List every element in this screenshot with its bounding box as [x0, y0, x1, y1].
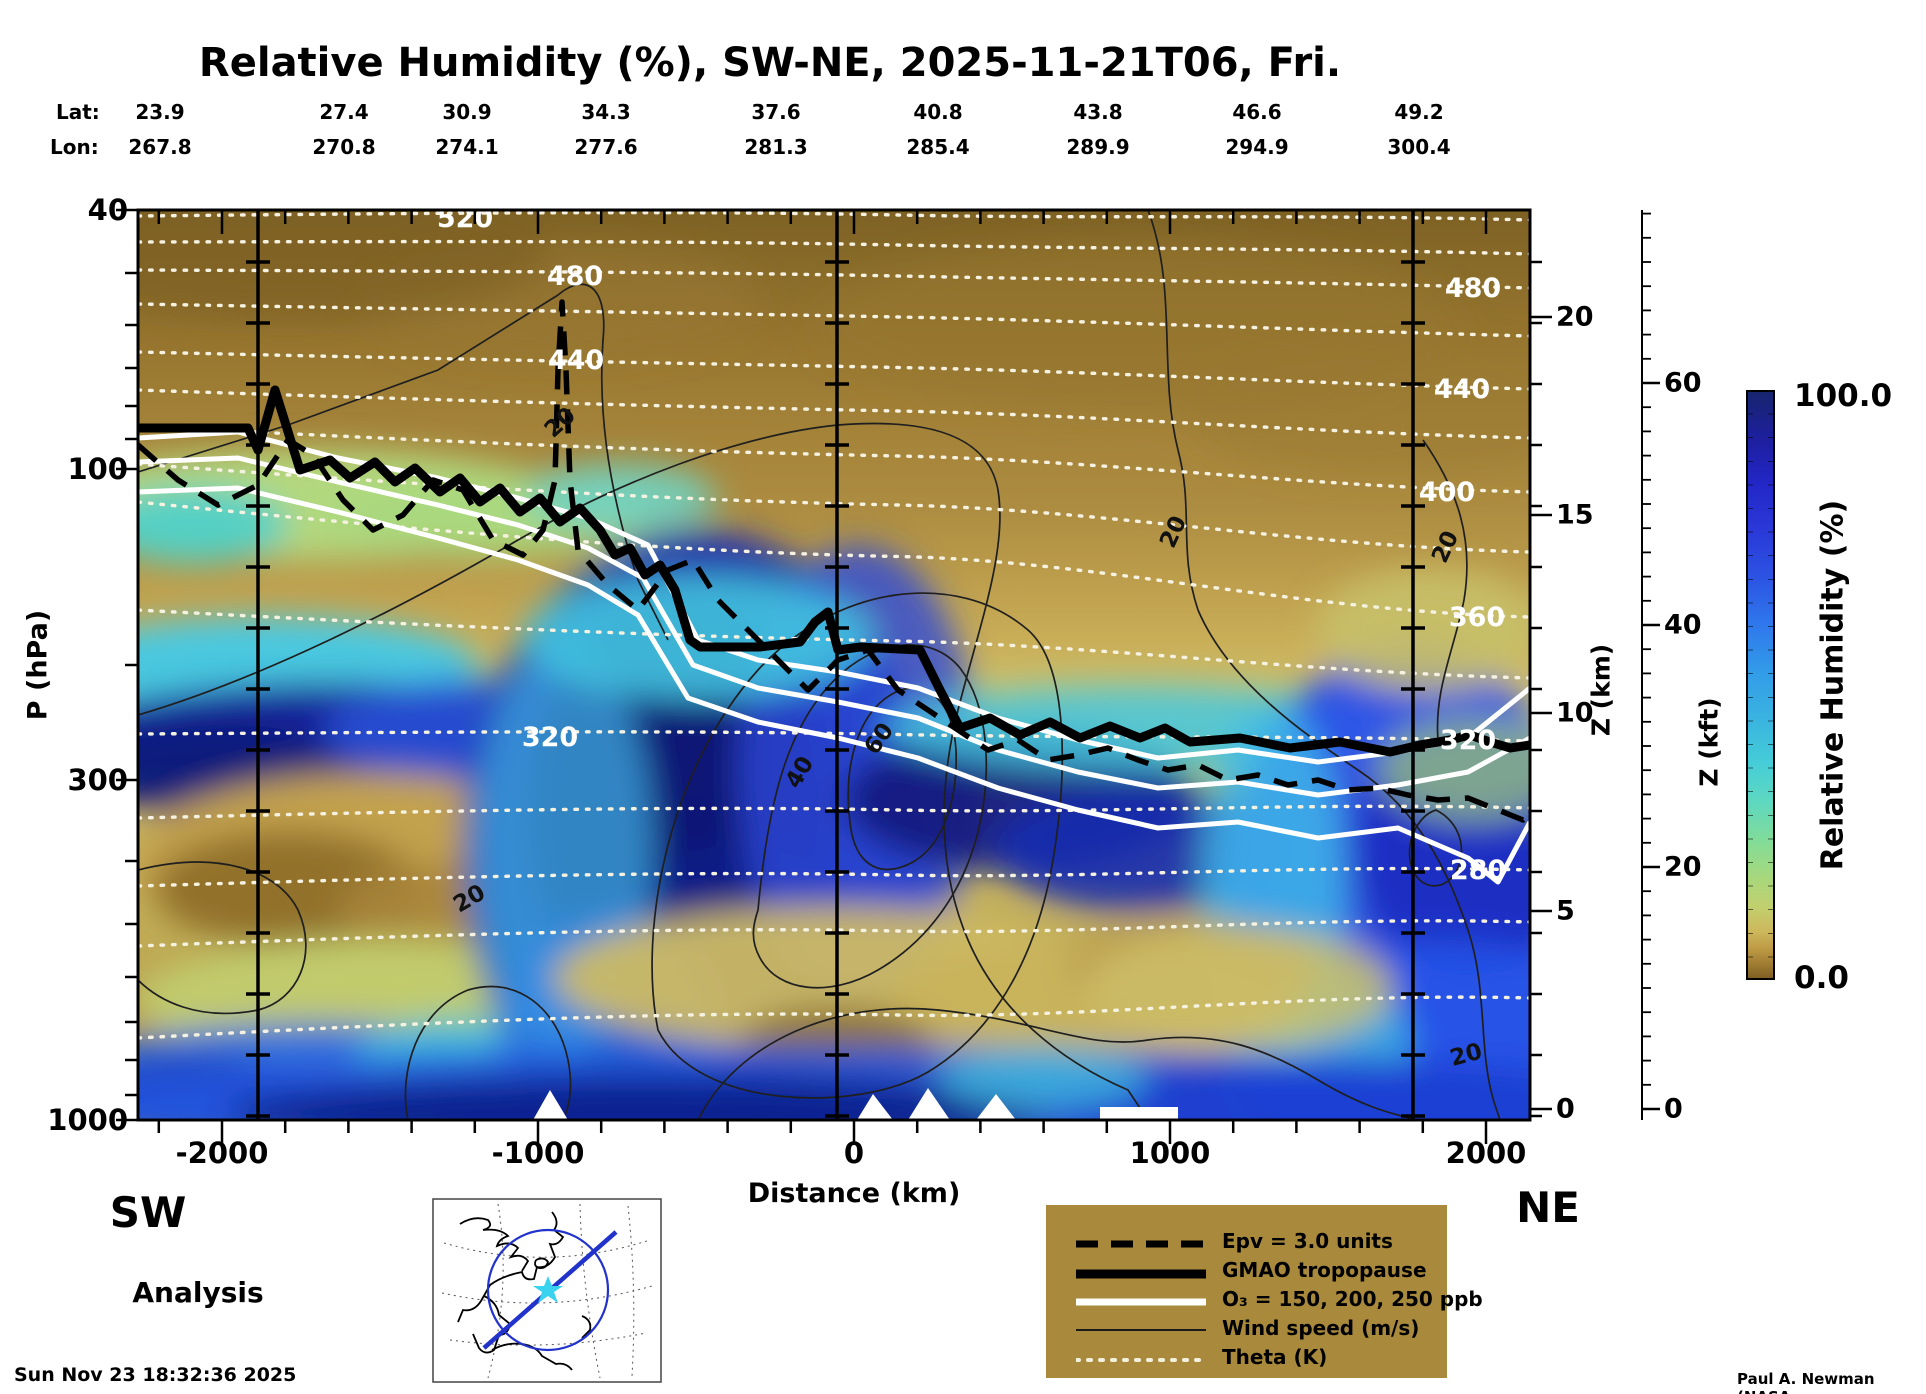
lon-value: 274.1 — [435, 135, 499, 159]
legend-item-epv: Epv = 3.0 units — [1046, 1227, 1447, 1256]
lat-value: 34.3 — [581, 100, 631, 124]
x-ticks-label: 2000 — [1445, 1136, 1527, 1170]
legend-item-tropopause: GMAO tropopause — [1046, 1256, 1447, 1285]
corner-label-sw: SW — [109, 1188, 187, 1237]
wind-line-sample — [1076, 1329, 1206, 1331]
colorbar-title: Relative Humidity (%) — [1815, 499, 1851, 871]
epv-line-sample — [1076, 1240, 1206, 1248]
zkm-ticks-label: 20 — [1556, 301, 1594, 333]
legend-box: Epv = 3.0 units GMAO tropopause O₃ = 150… — [1046, 1205, 1483, 1378]
zkm-ticks-label: 10 — [1556, 697, 1594, 729]
legend-label-theta: Theta (K) — [1222, 1345, 1328, 1369]
colorbar-ticks — [1746, 390, 1775, 980]
map-location-star — [533, 1276, 563, 1303]
legend-item-wind: Wind speed (m/s) — [1046, 1314, 1447, 1343]
legend-item-theta: Theta (K) — [1046, 1343, 1447, 1372]
lon-value: 267.8 — [128, 135, 192, 159]
lon-value: 277.6 — [574, 135, 638, 159]
zkft-ticks-label: 60 — [1664, 367, 1702, 399]
x-ticks-label: -1000 — [491, 1136, 585, 1170]
lat-prefix: Lat: — [56, 100, 100, 124]
lon-value: 289.9 — [1066, 135, 1130, 159]
map-inset — [432, 1198, 662, 1383]
lat-value: 30.9 — [442, 100, 492, 124]
lat-value: 37.6 — [751, 100, 801, 124]
lon-row: Lon: 267.8 270.8 274.1 277.6 281.3 285.4 289.9… — [0, 135, 1926, 161]
colorbar-min-label: 0.0 — [1794, 960, 1849, 996]
svg-text:440: 440 — [548, 345, 604, 376]
svg-text:440: 440 — [1434, 374, 1490, 405]
zkft-axis-title: Z (kft) — [1694, 697, 1724, 787]
zkft-ticks-label: 40 — [1664, 609, 1702, 641]
legend-label-epv: Epv = 3.0 units — [1222, 1229, 1393, 1253]
p-ticks-label: 1000 — [47, 1103, 128, 1137]
lat-value: 23.9 — [135, 100, 185, 124]
lat-row: Lat: 23.9 27.4 30.9 34.3 37.6 40.8 43.8 46.6 49.… — [0, 100, 1926, 126]
colorbar-max-label: 100.0 — [1794, 378, 1893, 414]
zkm-axis-title: Z (km) — [1586, 643, 1616, 737]
svg-text:280: 280 — [1450, 855, 1506, 886]
svg-text:480: 480 — [547, 261, 603, 292]
map-graticule — [441, 1203, 653, 1379]
zkft-ticks-label: 0 — [1664, 1093, 1683, 1125]
zkm-ticks-label: 0 — [1556, 1093, 1575, 1125]
zkm-ticks-label: 15 — [1556, 499, 1594, 531]
svg-text:360: 360 — [1449, 602, 1505, 633]
legend-label-wind: Wind speed (m/s) — [1222, 1316, 1420, 1340]
credit-label: Paul A. Newman (NASA — [1737, 1370, 1875, 1394]
p-ticks-label: 300 — [67, 763, 128, 797]
pressure-axis-title: P (hPa) — [22, 609, 54, 721]
lat-value: 46.6 — [1232, 100, 1282, 124]
svg-text:320: 320 — [1440, 725, 1496, 756]
zkft-ticks-label: 20 — [1664, 851, 1702, 883]
lat-value: 40.8 — [913, 100, 963, 124]
svg-text:480: 480 — [1445, 273, 1501, 304]
legend-label-o3: O₃ = 150, 200, 250 ppb — [1222, 1287, 1483, 1311]
svg-text:520: 520 — [437, 210, 493, 234]
theta-line-sample — [1076, 1358, 1206, 1362]
x-ticks-label: 0 — [843, 1136, 865, 1170]
lon-prefix: Lon: — [50, 135, 99, 159]
map-range-circle — [486, 1228, 610, 1352]
page-title: Relative Humidity (%), SW-NE, 2025-11-21… — [198, 40, 1342, 86]
legend-item-o3: O₃ = 150, 200, 250 ppb — [1046, 1285, 1483, 1314]
distance-axis-title: Distance (km) — [747, 1178, 961, 1209]
x-ticks-label: -2000 — [175, 1136, 269, 1170]
legend-label-tropopause: GMAO tropopause — [1222, 1258, 1427, 1282]
lat-value: 43.8 — [1073, 100, 1123, 124]
corner-label-ne: NE — [1516, 1183, 1580, 1232]
x-ticks-label: 1000 — [1129, 1136, 1211, 1170]
svg-text:320: 320 — [522, 722, 578, 753]
lon-value: 285.4 — [906, 135, 970, 159]
render-timestamp: Sun Nov 23 18:32:36 2025 — [14, 1364, 297, 1386]
lat-value: 27.4 — [319, 100, 369, 124]
zkm-ticks-label: 5 — [1556, 895, 1575, 927]
lon-value: 270.8 — [312, 135, 376, 159]
svg-text:400: 400 — [1419, 477, 1475, 508]
p-ticks-label: 40 — [87, 193, 128, 227]
lat-value: 49.2 — [1394, 100, 1444, 124]
lon-value: 300.4 — [1387, 135, 1451, 159]
p-ticks-label: 100 — [67, 452, 128, 486]
analysis-label: Analysis — [132, 1276, 264, 1309]
lon-value: 281.3 — [744, 135, 808, 159]
lon-value: 294.9 — [1225, 135, 1289, 159]
ozone-line-sample — [1076, 1298, 1206, 1306]
tropopause-line-sample — [1076, 1269, 1206, 1279]
